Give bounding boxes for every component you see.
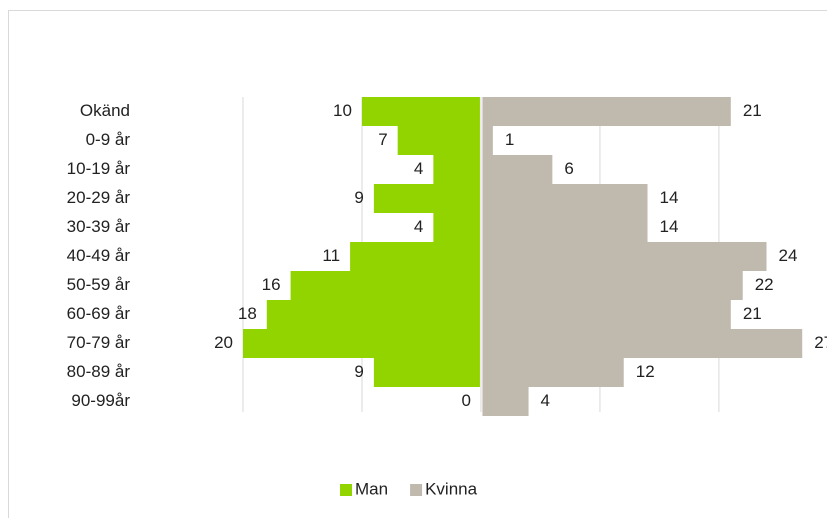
y-tick-label: 90-99år: [71, 391, 130, 410]
bar: [373, 358, 480, 387]
bar: [482, 155, 553, 184]
bar: [482, 242, 767, 271]
bar: [482, 213, 648, 242]
data-label: 24: [779, 246, 798, 265]
bar: [266, 300, 480, 329]
y-tick-label: 50-59 år: [67, 275, 131, 294]
data-label: 14: [660, 188, 679, 207]
bar: [482, 358, 624, 387]
data-label: 4: [414, 217, 423, 236]
data-label: 21: [743, 101, 762, 120]
data-label: 6: [564, 159, 573, 178]
bar: [482, 184, 648, 213]
data-label: 21: [743, 304, 762, 323]
data-label: 4: [414, 159, 423, 178]
y-tick-label: 40-49 år: [67, 246, 131, 265]
data-label: 14: [660, 217, 679, 236]
bar: [433, 155, 480, 184]
chart-frame: [8, 10, 827, 518]
bar: [361, 97, 480, 126]
legend-label: Kvinna: [425, 479, 478, 498]
y-tick-label: Okänd: [80, 101, 130, 120]
legend-swatch: [340, 484, 352, 496]
bar: [482, 300, 731, 329]
legend-label: Man: [355, 479, 388, 498]
data-label: 20: [214, 333, 233, 352]
y-tick-label: 60-69 år: [67, 304, 131, 323]
bar: [482, 329, 803, 358]
legend-swatch: [410, 484, 423, 496]
data-label: 11: [322, 246, 340, 265]
data-label: 12: [636, 362, 655, 381]
bar: [433, 213, 480, 242]
data-label: 9: [354, 362, 363, 381]
data-label: 22: [755, 275, 774, 294]
data-label: 4: [541, 391, 550, 410]
bar: [482, 97, 731, 126]
y-tick-label: 10-19 år: [67, 159, 131, 178]
y-tick-label: 70-79 år: [67, 333, 131, 352]
data-label: 7: [378, 130, 387, 149]
data-label: 9: [354, 188, 363, 207]
data-label: 16: [262, 275, 281, 294]
data-label: 27: [814, 333, 827, 352]
bar: [290, 271, 480, 300]
bar: [397, 126, 480, 155]
data-label: 0: [461, 391, 470, 410]
data-label: 10: [333, 101, 352, 120]
data-label: 1: [505, 130, 514, 149]
y-tick-label: 80-89 år: [67, 362, 131, 381]
y-tick-label: 30-39 år: [67, 217, 131, 236]
data-label: 18: [238, 304, 257, 323]
y-tick-label: 0-9 år: [86, 130, 131, 149]
bar: [482, 271, 743, 300]
y-tick-label: 20-29 år: [67, 188, 131, 207]
bar: [373, 184, 480, 213]
bar: [482, 126, 493, 155]
bar: [482, 387, 529, 416]
bar: [243, 329, 480, 358]
bar: [350, 242, 480, 271]
